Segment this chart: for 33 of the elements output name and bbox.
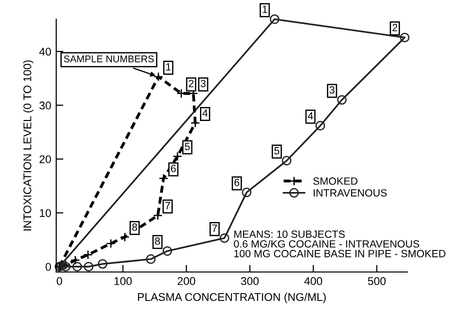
y-tick-label: 40 [39,48,51,56]
annotation: 4 [202,110,208,117]
y-axis-title: INTOXICATION LEVEL (0 TO 100) [23,60,34,230]
y-tick-label: 30 [39,102,51,110]
x-tick-label: 0 [56,277,62,286]
annotation: 1 [166,63,171,70]
annotation: 3 [330,86,334,94]
annotation: 6 [170,164,176,172]
x-tick-label: 500 [368,277,386,286]
annotation: 2 [188,80,194,88]
annotation: 8 [132,223,138,231]
x-tick-label: 400 [304,277,322,286]
annotation: 6 [234,178,240,186]
y-tick-label: 20 [40,155,51,164]
y-tick-label: 10 [40,209,51,217]
y-tick-label: 0 [46,262,51,271]
annotation: 5 [184,142,190,150]
annotation: 2 [392,24,398,32]
x-axis-title: PLASMA CONCENTRATION (NG/ML) [138,292,326,304]
x-tick-label: 200 [178,277,196,286]
annotation: 4 [308,112,314,120]
annotation: 5 [274,147,280,154]
legend-label: SMOKED [313,177,358,185]
annotation: SAMPLE NUMBERS [64,55,154,62]
x-tick-label: 300 [240,277,259,286]
legend-label: INTRAVENOUS [314,189,387,197]
annotation: 1 [262,6,268,13]
annotation: 7 [165,202,170,210]
annotation: MEANS: 10 SUBJECTS 0.6 MG/KG COCAINE - INTRAVENOUS 100 MG COCAINE BASE IN PIPE - SMOKED [234,230,446,258]
annotation: 3 [200,80,206,88]
annotation: 7 [212,224,217,232]
annotation: 8 [155,237,160,245]
x-tick-label: 100 [114,277,132,286]
